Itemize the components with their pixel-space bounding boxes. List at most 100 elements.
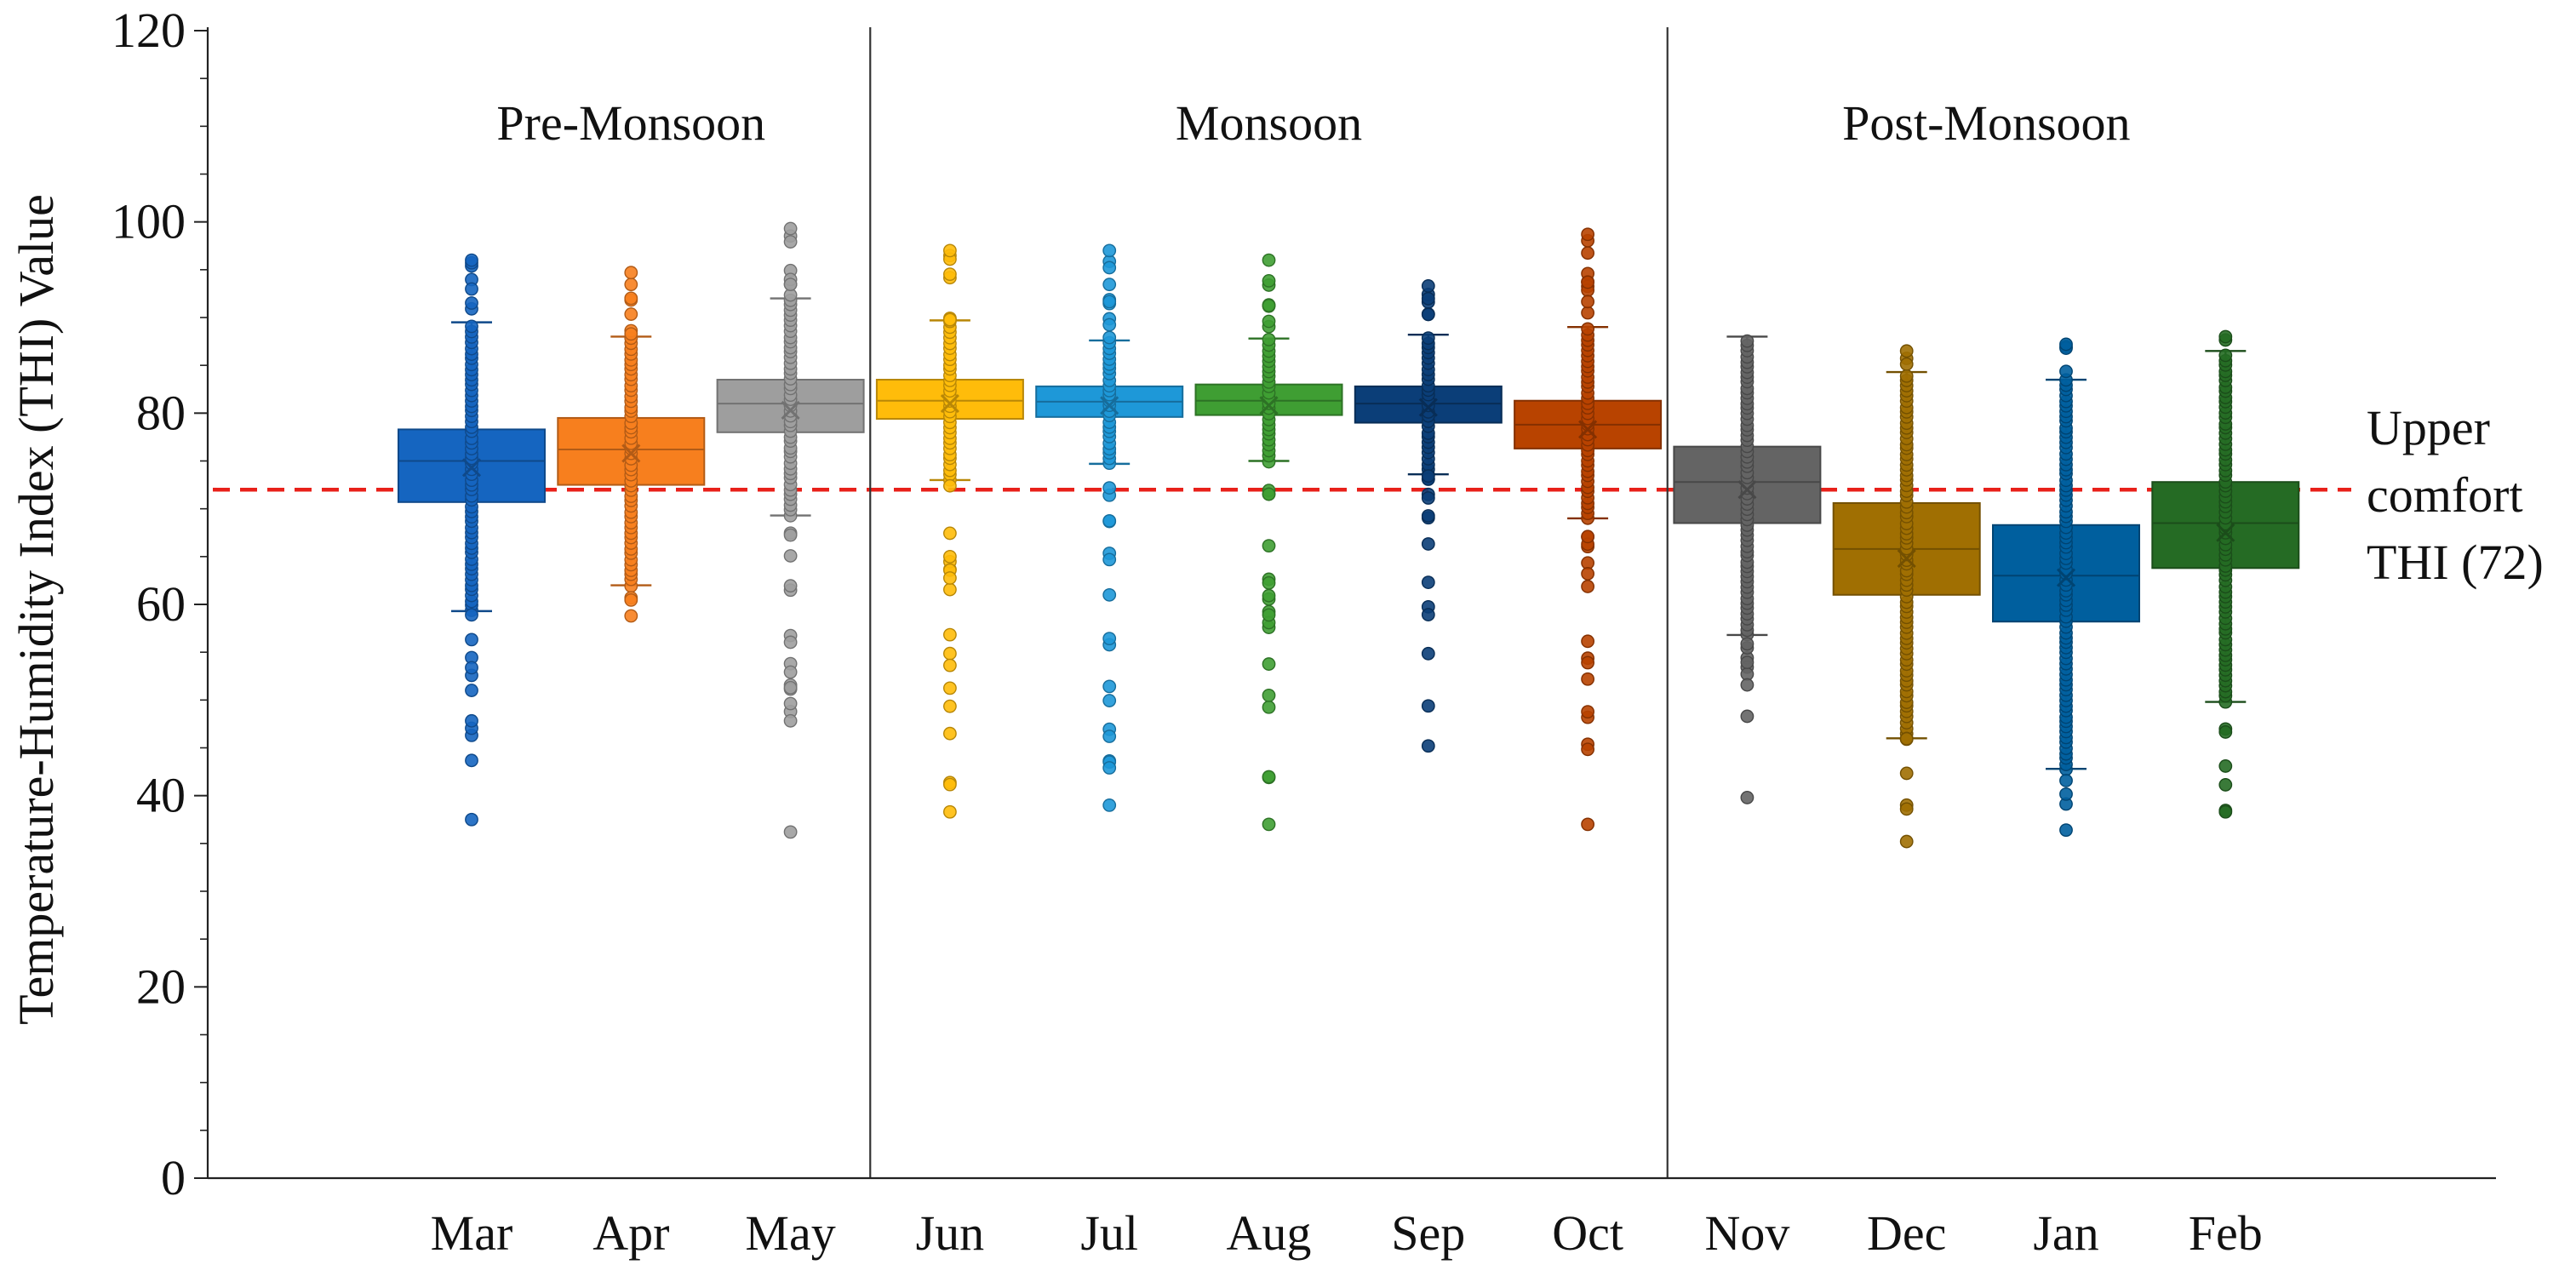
data-point (1102, 243, 1117, 258)
data-point (1740, 637, 1755, 651)
data-point (2059, 774, 2073, 787)
data-point (2059, 337, 2073, 352)
y-tick-label: 60 (136, 576, 186, 632)
data-point (2218, 329, 2233, 344)
data-point (1581, 322, 1595, 336)
y-tick-label: 80 (136, 385, 186, 440)
data-point (1899, 766, 1914, 781)
data-point (2218, 759, 2233, 773)
box-aug (1194, 253, 1343, 832)
mean-marker (2216, 523, 2235, 542)
data-point (465, 296, 478, 310)
data-point (1899, 344, 1914, 358)
y-tick-label: 120 (112, 3, 186, 58)
mean-marker (1418, 398, 1438, 417)
data-point (943, 627, 957, 642)
x-tick-label-jan: Jan (2033, 1205, 2098, 1261)
x-tick-label-dec: Dec (1867, 1205, 1946, 1261)
data-point (1740, 791, 1755, 804)
data-point (2218, 778, 2233, 792)
data-point (1262, 657, 1276, 671)
y-tick-label: 40 (136, 768, 186, 823)
chart-labels: Pre-Monsoon Monsoon Post-Monsoon Mar Apr May J… (112, 3, 2544, 1261)
data-point (1102, 513, 1117, 528)
data-point (943, 243, 957, 258)
data-point (1899, 731, 1914, 746)
mean-marker (1100, 396, 1119, 415)
data-point (1421, 646, 1435, 661)
data-point (465, 319, 478, 334)
data-point (2059, 787, 2073, 801)
season-label-pre-monsoon: Pre-Monsoon (496, 95, 765, 151)
y-tick-label: 20 (136, 959, 186, 1014)
data-point (465, 282, 478, 296)
data-point (1421, 307, 1435, 322)
box-plots (398, 221, 2300, 849)
data-point (1102, 295, 1117, 309)
mean-marker (781, 400, 800, 421)
data-point (624, 278, 638, 292)
data-point (1262, 314, 1276, 329)
mean-marker (2056, 568, 2076, 587)
axes (194, 27, 2496, 1180)
x-tick-label-sep: Sep (1391, 1205, 1465, 1261)
data-point (624, 307, 638, 321)
data-point (1262, 274, 1276, 288)
x-tick-label-apr: Apr (592, 1205, 669, 1261)
data-point (1581, 275, 1595, 289)
data-point (1581, 295, 1595, 309)
data-point (1102, 632, 1117, 646)
data-point (1899, 834, 1914, 849)
x-tick-label-aug: Aug (1227, 1205, 1312, 1261)
data-point (1421, 608, 1435, 621)
data-point (943, 478, 957, 493)
data-point (1102, 730, 1117, 743)
box-oct (1514, 227, 1663, 832)
data-point (1899, 369, 1914, 383)
season-label-monsoon: Monsoon (1176, 95, 1362, 151)
data-point (1421, 469, 1435, 484)
data-point (1581, 580, 1595, 593)
data-point (1102, 798, 1117, 812)
data-point (1740, 655, 1755, 669)
y-axis-title: Temperature-Humidity Index (THI) Value (9, 194, 64, 1025)
x-tick-label-jul: Jul (1080, 1205, 1138, 1261)
data-point (624, 609, 638, 623)
data-point (943, 726, 957, 741)
data-point (465, 713, 478, 728)
x-tick-label-oct: Oct (1552, 1205, 1623, 1261)
x-tick-label-jun: Jun (916, 1205, 985, 1261)
data-point (1102, 278, 1117, 292)
data-point (1102, 587, 1117, 602)
data-point (1102, 318, 1117, 332)
threshold-label-line: THI (72) (2367, 535, 2544, 590)
box-jun (875, 243, 1024, 819)
data-point (465, 608, 478, 622)
data-point (783, 665, 798, 679)
data-point (1421, 537, 1435, 551)
data-point (1262, 298, 1276, 312)
data-point (783, 221, 798, 236)
data-point (1262, 688, 1276, 702)
data-point (465, 253, 478, 267)
data-point (943, 312, 957, 327)
season-dividers (869, 27, 1669, 1178)
data-point (1581, 672, 1595, 686)
data-point (2059, 823, 2073, 838)
data-point (943, 549, 957, 564)
data-point (1102, 330, 1117, 345)
data-point (1421, 575, 1435, 590)
data-point (943, 267, 957, 282)
data-point (783, 278, 798, 292)
data-point (624, 592, 638, 607)
data-point (465, 632, 478, 647)
data-point (1262, 332, 1276, 346)
data-point (465, 812, 478, 827)
data-point (783, 825, 798, 839)
data-point (624, 327, 638, 341)
x-tick-label-feb: Feb (2189, 1205, 2263, 1261)
data-point (1102, 552, 1117, 567)
x-tick-label-may: May (745, 1205, 835, 1261)
data-point (1740, 678, 1755, 692)
